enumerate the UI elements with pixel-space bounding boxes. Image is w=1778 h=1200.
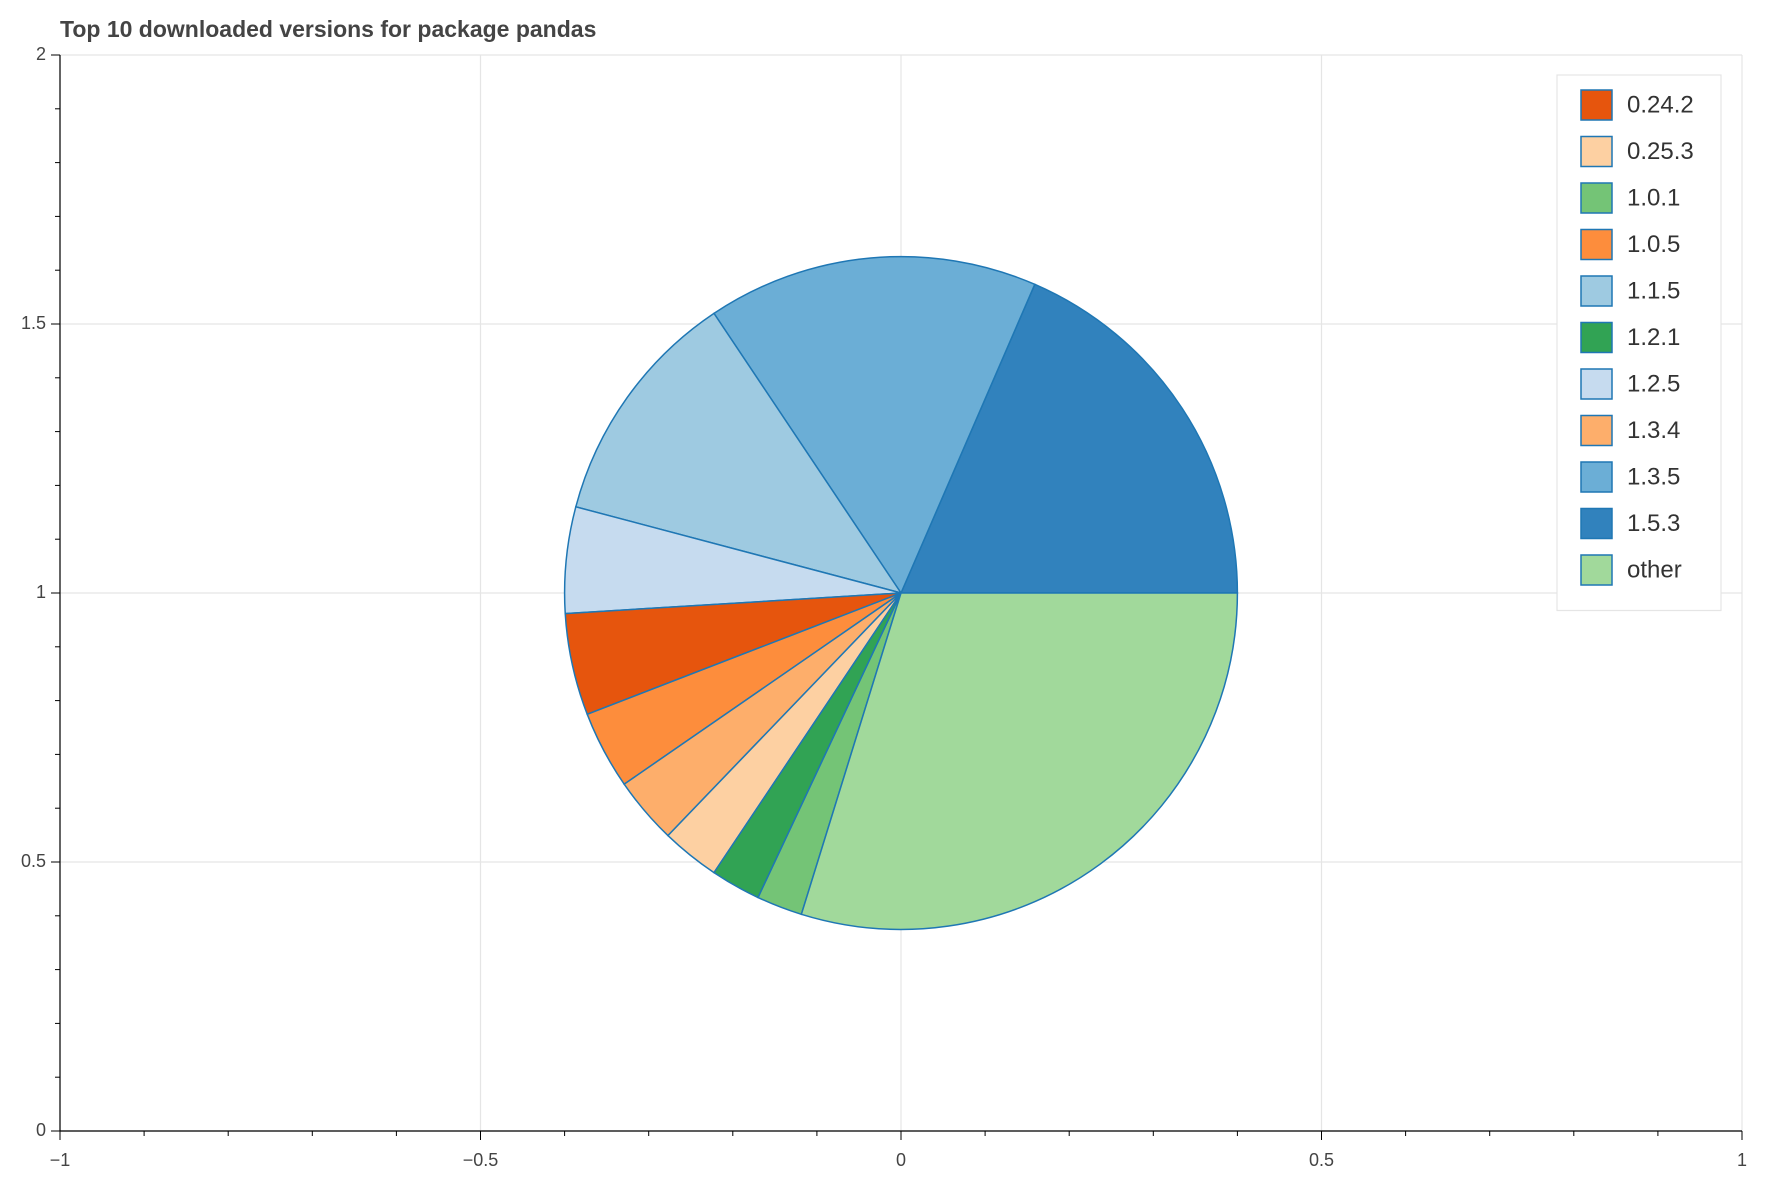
x-tick-label: 0.5 [1309,1150,1334,1170]
legend-swatch [1580,321,1613,354]
legend-label: other [1627,556,1682,583]
wedge [574,312,903,595]
legend-swatch [1580,228,1613,261]
legend-label: 1.2.1 [1627,324,1680,351]
x-tick-label: 1 [1737,1150,1747,1170]
legend-swatch [1580,461,1613,493]
legend-label: 1.3.5 [1627,463,1680,490]
x-tick-label: −0.5 [463,1150,499,1170]
legend-label: 1.0.5 [1627,231,1680,258]
legend-swatch [1580,182,1613,214]
y-tick-label: 1 [36,582,46,602]
y-tick-label: 1.5 [21,313,46,333]
legend-swatch [1580,275,1613,307]
x-tick-label: −1 [50,1150,71,1170]
legend-label: 1.2.5 [1627,370,1680,397]
legend-label: 1.0.1 [1627,184,1680,211]
legend-label: 0.24.2 [1627,91,1694,118]
x-tick-label: 0 [896,1150,906,1170]
legend-label: 0.25.3 [1627,138,1694,165]
legend-swatch [1580,507,1613,540]
legend-swatch [1580,89,1613,121]
y-tick-label: 0.5 [21,851,46,871]
wedge [899,283,1239,594]
wedge [800,592,1239,931]
y-tick-label: 2 [36,44,46,64]
legend-swatch [1580,414,1613,447]
legend-label: 1.3.4 [1627,417,1680,444]
legend-swatch [1580,554,1613,586]
legend-label: 1.1.5 [1627,277,1680,304]
legend-swatch [1580,368,1613,400]
y-tick-label: 0 [36,1120,46,1140]
wedge [712,255,1036,595]
chart-title: Top 10 downloaded versions for package p… [60,16,596,42]
legend-label: 1.5.3 [1627,510,1680,537]
legend-swatch [1580,135,1613,168]
